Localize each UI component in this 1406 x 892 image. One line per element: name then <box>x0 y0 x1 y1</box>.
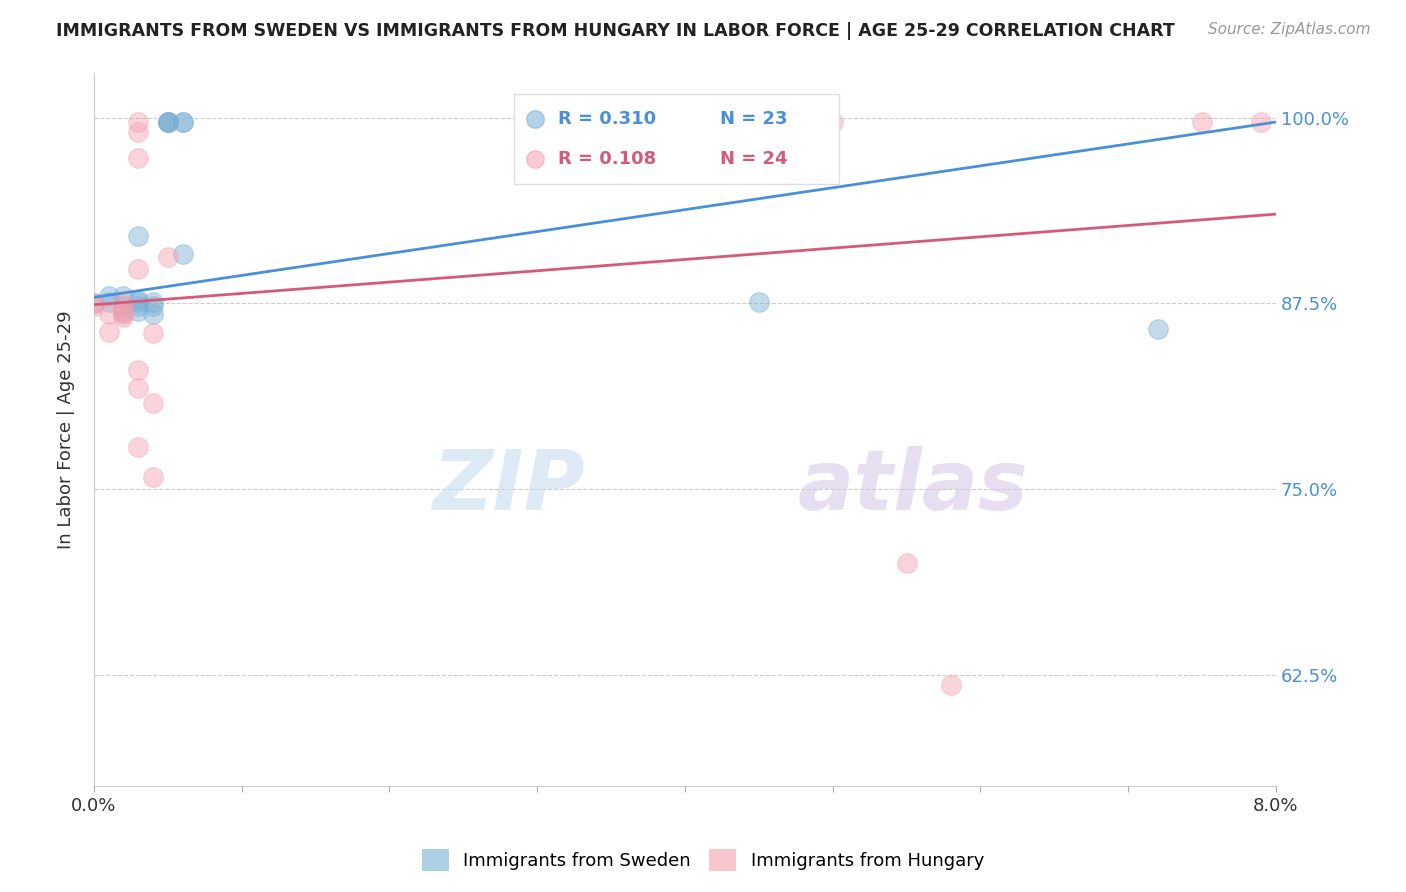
Point <box>156 115 179 129</box>
Point <box>127 381 149 395</box>
Point <box>748 294 770 309</box>
Point <box>1250 115 1272 129</box>
Point <box>172 115 194 129</box>
Point <box>127 151 149 165</box>
Point <box>97 294 120 309</box>
Point <box>83 296 105 310</box>
Point <box>127 363 149 377</box>
Point <box>156 250 179 264</box>
Point <box>112 307 135 321</box>
Point <box>112 305 135 319</box>
Point <box>127 294 149 309</box>
Point <box>1191 115 1213 129</box>
Point <box>112 289 135 303</box>
Point <box>142 326 165 340</box>
Point <box>127 441 149 455</box>
Text: ZIP: ZIP <box>432 446 585 527</box>
Y-axis label: In Labor Force | Age 25-29: In Labor Force | Age 25-29 <box>58 310 75 549</box>
Text: atlas: atlas <box>797 446 1028 527</box>
Point <box>127 299 149 313</box>
Point <box>83 299 105 313</box>
Point <box>127 262 149 277</box>
Point <box>97 289 120 303</box>
Legend: Immigrants from Sweden, Immigrants from Hungary: Immigrants from Sweden, Immigrants from … <box>415 842 991 879</box>
Point <box>127 303 149 318</box>
Point <box>112 310 135 324</box>
Text: N = 24: N = 24 <box>720 150 787 168</box>
Point <box>127 229 149 244</box>
Text: R = 0.108: R = 0.108 <box>558 150 657 168</box>
Point <box>939 678 962 692</box>
Point <box>156 115 179 129</box>
Point <box>127 293 149 308</box>
Text: R = 0.310: R = 0.310 <box>558 111 657 128</box>
Point <box>821 115 844 129</box>
Point <box>172 115 194 129</box>
Point <box>83 296 105 310</box>
Point <box>127 115 149 129</box>
Point <box>112 296 135 310</box>
Point <box>172 247 194 261</box>
Point <box>112 303 135 318</box>
FancyBboxPatch shape <box>513 95 838 184</box>
Point <box>142 299 165 313</box>
Point <box>97 325 120 339</box>
Point <box>1146 321 1168 335</box>
Point <box>142 294 165 309</box>
Text: N = 23: N = 23 <box>720 111 787 128</box>
Point <box>112 299 135 313</box>
Point <box>156 115 179 129</box>
Point <box>142 470 165 484</box>
Text: IMMIGRANTS FROM SWEDEN VS IMMIGRANTS FROM HUNGARY IN LABOR FORCE | AGE 25-29 COR: IMMIGRANTS FROM SWEDEN VS IMMIGRANTS FRO… <box>56 22 1175 40</box>
Point <box>127 125 149 139</box>
Point <box>156 115 179 129</box>
Point <box>142 396 165 410</box>
Point <box>97 307 120 321</box>
Text: Source: ZipAtlas.com: Source: ZipAtlas.com <box>1208 22 1371 37</box>
Point <box>896 556 918 570</box>
Point <box>142 307 165 321</box>
